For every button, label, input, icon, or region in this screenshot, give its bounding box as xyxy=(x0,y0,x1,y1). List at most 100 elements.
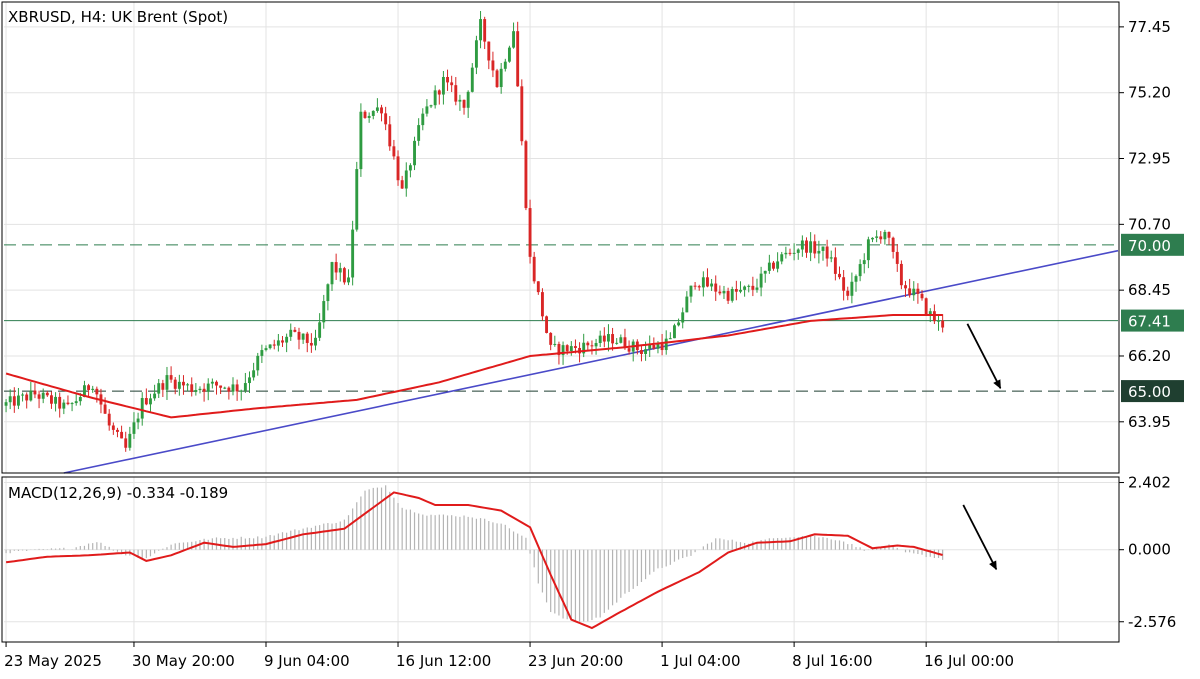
candle-body xyxy=(722,290,726,294)
price-level-label: 65.00 xyxy=(1128,383,1171,401)
price-axis: 77.45 75.20 72.95 70.70 68.45 66.20 63.95 70.00… xyxy=(1119,18,1184,431)
candle-body xyxy=(243,383,247,391)
candle-body xyxy=(446,76,449,83)
time-tick-label: 16 Jul 00:00 xyxy=(924,652,1014,670)
time-tick-label: 8 Jul 16:00 xyxy=(792,652,872,670)
candle-body xyxy=(928,311,932,315)
candle-body xyxy=(429,105,433,107)
candle-body xyxy=(281,340,284,343)
price-tick-label: 77.45 xyxy=(1128,18,1171,36)
candle-body xyxy=(380,107,383,114)
candle-body xyxy=(367,115,371,118)
candle-body xyxy=(41,392,45,399)
candle-body xyxy=(227,387,231,392)
candle-body xyxy=(908,288,912,296)
candle-body xyxy=(248,377,251,384)
candle-body xyxy=(479,19,482,41)
candle-body xyxy=(54,396,58,404)
candle-body xyxy=(895,251,899,264)
candle-body xyxy=(396,156,400,181)
candle-body xyxy=(809,241,813,253)
candle-body xyxy=(177,381,181,389)
candle-body xyxy=(276,340,280,346)
candle-body xyxy=(239,390,243,392)
candle-body xyxy=(194,390,198,392)
candle-body xyxy=(833,257,837,274)
candle-body xyxy=(111,425,115,430)
candle-body xyxy=(759,273,763,288)
candle-body xyxy=(677,322,681,326)
candle-body xyxy=(355,169,359,230)
candle-body xyxy=(78,397,82,402)
price-pane-frame xyxy=(1,1,1120,474)
candle-body xyxy=(83,385,86,398)
candle-body xyxy=(330,262,334,285)
candle-body xyxy=(223,387,227,389)
candle-body xyxy=(825,246,829,259)
candle-body xyxy=(149,398,152,405)
candle-body xyxy=(689,285,693,297)
candle-body xyxy=(392,146,396,157)
price-tick-label: 75.20 xyxy=(1128,84,1171,102)
candle-body xyxy=(627,348,631,352)
candle-body xyxy=(701,277,705,288)
price-level-badge xyxy=(1121,309,1184,332)
candle-body xyxy=(681,312,685,323)
candle-body xyxy=(173,379,177,389)
candle-body xyxy=(755,287,759,290)
price-levels xyxy=(4,244,1118,392)
candle-body xyxy=(763,270,767,274)
candle-body xyxy=(421,113,425,126)
macd-tick-label: 2.402 xyxy=(1128,474,1171,492)
candle-body xyxy=(124,438,128,448)
candle-body xyxy=(656,343,660,349)
candle-body xyxy=(532,256,536,282)
trendline-layer xyxy=(63,249,1119,474)
candle-body xyxy=(767,262,771,271)
candle-body xyxy=(652,345,656,349)
candle-body xyxy=(260,350,264,356)
time-tick-label: 1 Jul 04:00 xyxy=(660,652,740,670)
candle-body xyxy=(441,76,445,95)
candle-body xyxy=(594,343,598,347)
candle-body xyxy=(685,296,689,313)
candle-body xyxy=(697,286,701,288)
price-level-label: 70.00 xyxy=(1128,237,1171,255)
candle-body xyxy=(545,316,549,333)
candle-body xyxy=(289,329,293,337)
time-tick-label: 23 Jun 20:00 xyxy=(528,652,623,670)
candle-body xyxy=(58,396,62,409)
candle-body xyxy=(388,124,392,147)
candle-body xyxy=(33,390,37,395)
candle-body xyxy=(829,257,833,259)
candle-body xyxy=(776,261,780,269)
candle-body xyxy=(842,277,846,291)
candle-body xyxy=(565,345,569,352)
candle-body xyxy=(730,289,734,301)
candle-body xyxy=(718,291,722,294)
candle-body xyxy=(524,141,528,209)
price-tick-label: 70.70 xyxy=(1128,215,1171,233)
candle-body xyxy=(883,231,887,240)
candle-body xyxy=(941,320,945,328)
candle-body xyxy=(417,125,421,141)
candle-body xyxy=(268,344,272,349)
candle-body xyxy=(483,19,487,42)
candle-body xyxy=(66,402,70,405)
price-tick-label: 72.95 xyxy=(1128,150,1171,168)
candle-body xyxy=(347,277,350,283)
candle-body xyxy=(29,390,33,401)
candle-body xyxy=(342,268,346,283)
macd-tick-label: 0.000 xyxy=(1128,541,1171,559)
candle-body xyxy=(540,292,544,317)
macd-signal-line xyxy=(5,491,943,630)
candle-body xyxy=(264,348,268,351)
candle-body xyxy=(169,375,173,380)
candle-body xyxy=(157,383,161,394)
candle-body xyxy=(256,355,260,371)
candle-body xyxy=(879,236,883,240)
candle-body xyxy=(693,285,697,287)
candle-body xyxy=(734,289,738,292)
candle-body xyxy=(920,293,924,299)
